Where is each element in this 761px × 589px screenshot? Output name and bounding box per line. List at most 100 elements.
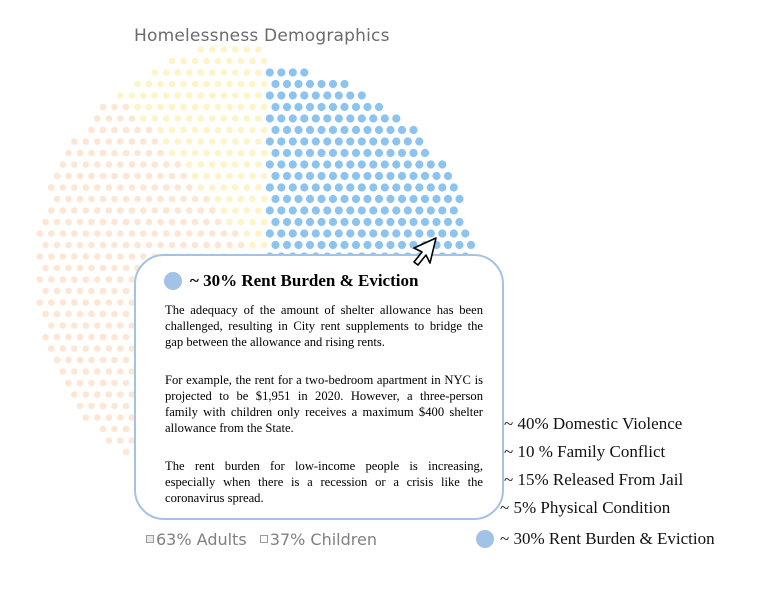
dot-adults [117,184,124,191]
dot-children [226,218,233,226]
dot-adults [134,218,141,226]
dot-rent-burden [317,171,326,181]
dot-rent-burden [328,240,338,250]
dot-rent-burden [334,137,343,146]
cause-domestic-violence[interactable]: ~ 40% Domestic Violence [504,414,683,433]
dot-rent-burden [305,171,315,181]
dot-rent-burden [300,137,309,146]
dot-adults [48,276,55,283]
dot-adults [65,172,72,180]
dot-rent-burden [420,148,430,158]
dot-rent-burden [265,160,274,169]
dot-rent-burden [415,183,424,192]
dot-rent-burden [346,137,355,146]
dot-children [220,69,228,76]
dot-adults [111,241,118,249]
dot-rent-burden [311,206,320,215]
dot-children [209,69,216,76]
dot-children [220,46,228,53]
dot-children [191,80,199,88]
dot-rent-burden [346,206,355,215]
dot-children [237,218,245,226]
dot-adults [88,241,95,249]
dot-rent-burden [300,91,309,100]
dot-rent-burden [374,102,384,112]
dot-adults [94,276,101,283]
dot-children [134,80,141,88]
dot-adults [71,138,78,145]
dot-children [214,80,222,88]
dot-children [191,172,199,180]
dot-adults [48,184,55,191]
dot-rent-burden [265,68,274,77]
dot-rent-burden [432,194,441,204]
dot-rent-burden [311,91,320,100]
dot-rent-burden [300,68,309,77]
cause-family-conflict[interactable]: ~ 10 % Family Conflict [504,442,666,461]
dot-rent-burden [443,171,453,181]
dot-children [243,46,251,53]
tooltip-title: ~ 30% Rent Burden & Eviction [190,271,419,290]
cause-released-from-jail[interactable]: ~ 15% Released From Jail [504,470,684,489]
dot-rent-burden [432,217,441,227]
dot-adults [111,356,118,364]
dot-children [203,80,210,88]
dot-adults [180,172,187,180]
dot-rent-burden [277,91,286,100]
dot-children [254,92,262,99]
dot-rent-burden [380,229,389,238]
dot-children [214,126,222,134]
dot-rent-burden [282,102,292,112]
dot-rent-burden [282,125,292,135]
cause-physical-condition[interactable]: ~ 5% Physical Condition [500,498,671,517]
dot-rent-burden [265,206,274,215]
dot-children [249,195,256,203]
dot-rent-burden [334,160,343,169]
dot-adults [145,149,153,157]
dot-rent-burden [282,148,292,158]
legend-item-adults[interactable]: 63% Adults [146,530,247,549]
dot-children [220,184,228,191]
dot-children [203,172,210,180]
dot-adults [42,241,49,249]
dot-rent-burden [317,125,326,135]
dot-children [249,103,256,111]
dot-children [203,103,210,111]
dot-rent-burden [409,217,418,227]
dot-adults [76,149,84,157]
dot-rent-burden [357,114,366,123]
dot-children [145,103,153,111]
dot-children [174,69,182,76]
dot-rent-burden [346,183,355,192]
dot-rent-burden [271,171,280,181]
legend-item-children[interactable]: 37% Children [259,530,377,549]
dot-rent-burden [432,171,441,181]
dot-children [254,46,262,53]
dot-rent-burden [323,160,332,169]
dot-adults [94,184,101,191]
dot-children [191,57,199,65]
dot-rent-burden [265,91,274,100]
dot-adults [128,391,136,398]
dot-adults [65,356,72,364]
dot-adults [105,368,113,375]
dot-rent-burden [300,206,309,215]
dot-adults [99,218,107,226]
dot-adults [82,138,90,145]
dot-adults [99,402,107,410]
dot-adults [111,195,118,203]
dot-rent-burden [340,240,349,250]
dot-children [197,138,205,145]
dot-adults [117,345,124,352]
dot-adults [65,241,72,249]
dot-rent-burden [277,229,286,238]
dot-adults [65,310,72,318]
dot-adults [59,253,67,260]
dot-children [237,195,245,203]
dot-adults [76,379,84,387]
dot-adults [214,241,222,249]
dot-adults [105,299,113,306]
dot-children [232,92,239,99]
dot-children [232,69,239,76]
dot-children [151,92,159,99]
